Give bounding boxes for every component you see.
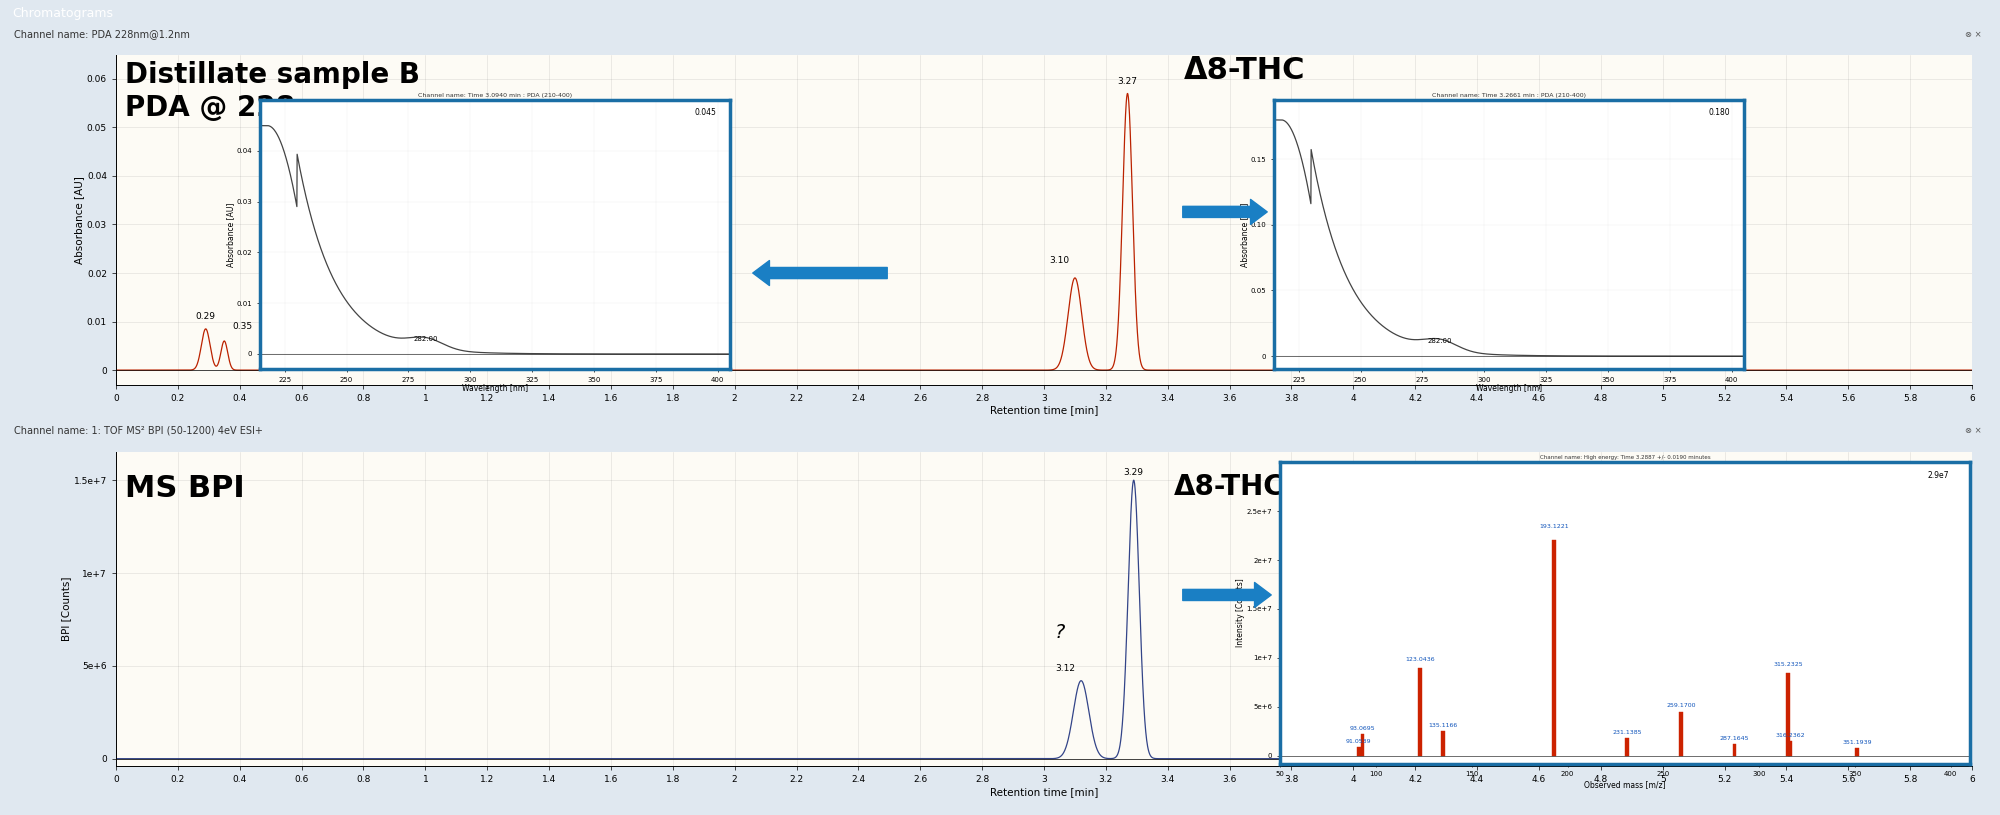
Text: MS BPI: MS BPI <box>126 474 246 504</box>
X-axis label: Observed mass [m/z]: Observed mass [m/z] <box>1584 780 1666 789</box>
Text: ⊗ ×: ⊗ × <box>1966 30 1982 39</box>
Bar <box>1552 540 1556 756</box>
Title: Channel name: Time 3.2661 min : PDA (210-400): Channel name: Time 3.2661 min : PDA (210… <box>1432 94 1586 99</box>
Text: Channel name: PDA 228nm@1.2nm: Channel name: PDA 228nm@1.2nm <box>14 29 190 39</box>
Y-axis label: Absorbance [AU]: Absorbance [AU] <box>74 176 84 263</box>
Text: 93.0695: 93.0695 <box>1350 726 1376 731</box>
Text: Chromatograms: Chromatograms <box>12 7 112 20</box>
Text: 0.180: 0.180 <box>1708 108 1730 117</box>
Bar <box>1678 711 1682 756</box>
Text: 2.9e7: 2.9e7 <box>1928 471 1950 480</box>
X-axis label: Wavelength [nm]: Wavelength [nm] <box>462 384 528 393</box>
Text: 3.10: 3.10 <box>1050 257 1070 266</box>
Text: 3.27: 3.27 <box>1118 77 1138 86</box>
Bar <box>1442 731 1446 756</box>
Text: Δ8-THC: Δ8-THC <box>1174 473 1284 501</box>
Bar <box>1732 744 1736 756</box>
Text: 0.29: 0.29 <box>196 312 216 321</box>
Text: 282.00: 282.00 <box>1428 338 1452 344</box>
Text: 123.0436: 123.0436 <box>1406 657 1434 662</box>
Text: Distillate sample B
PDA @ 228 nm: Distillate sample B PDA @ 228 nm <box>126 61 420 121</box>
Text: Channel name: 1: TOF MS² BPI (50-1200) 4eV ESI+: Channel name: 1: TOF MS² BPI (50-1200) 4… <box>14 425 262 435</box>
Title: Channel name: High energy: Time 3.2887 +/- 0.0190 minutes: Channel name: High energy: Time 3.2887 +… <box>1540 456 1710 460</box>
Y-axis label: BPI [Counts]: BPI [Counts] <box>60 577 70 641</box>
Bar <box>1788 741 1792 756</box>
Text: 282.00: 282.00 <box>414 337 438 342</box>
Y-axis label: Intensity [Counts]: Intensity [Counts] <box>1236 579 1246 647</box>
Text: 91.0539: 91.0539 <box>1346 739 1372 744</box>
Text: Δ8-THC: Δ8-THC <box>1184 56 1306 85</box>
Text: 316.2362: 316.2362 <box>1776 734 1806 738</box>
Bar <box>1360 734 1364 756</box>
Text: 231.1385: 231.1385 <box>1612 730 1642 735</box>
Bar <box>1626 738 1630 756</box>
Text: 0.35: 0.35 <box>232 322 252 331</box>
Text: ⊗ ×: ⊗ × <box>1966 426 1982 435</box>
X-axis label: Retention time [min]: Retention time [min] <box>990 787 1098 797</box>
X-axis label: Retention time [min]: Retention time [min] <box>990 406 1098 416</box>
Y-axis label: Absorbance [AU]: Absorbance [AU] <box>1240 203 1250 267</box>
Bar <box>1786 672 1790 756</box>
Bar <box>1418 667 1422 756</box>
Text: 287.1645: 287.1645 <box>1720 736 1750 741</box>
Text: 351.1939: 351.1939 <box>1842 740 1872 745</box>
Text: 0.045: 0.045 <box>694 108 716 117</box>
Title: Channel name: Time 3.0940 min : PDA (210-400): Channel name: Time 3.0940 min : PDA (210… <box>418 94 572 99</box>
Y-axis label: Absorbance [AU]: Absorbance [AU] <box>226 203 236 267</box>
Text: 3.29: 3.29 <box>1124 468 1144 477</box>
Bar <box>1856 748 1860 756</box>
X-axis label: Wavelength [nm]: Wavelength [nm] <box>1476 384 1542 393</box>
Text: 193.1221: 193.1221 <box>1540 524 1570 530</box>
Text: 259.1700: 259.1700 <box>1666 703 1696 707</box>
Text: 3.12: 3.12 <box>1056 664 1076 673</box>
Text: 135.1166: 135.1166 <box>1428 723 1458 728</box>
Text: ?: ? <box>1054 623 1064 642</box>
Text: 315.2325: 315.2325 <box>1774 662 1804 667</box>
Bar <box>1356 747 1360 756</box>
